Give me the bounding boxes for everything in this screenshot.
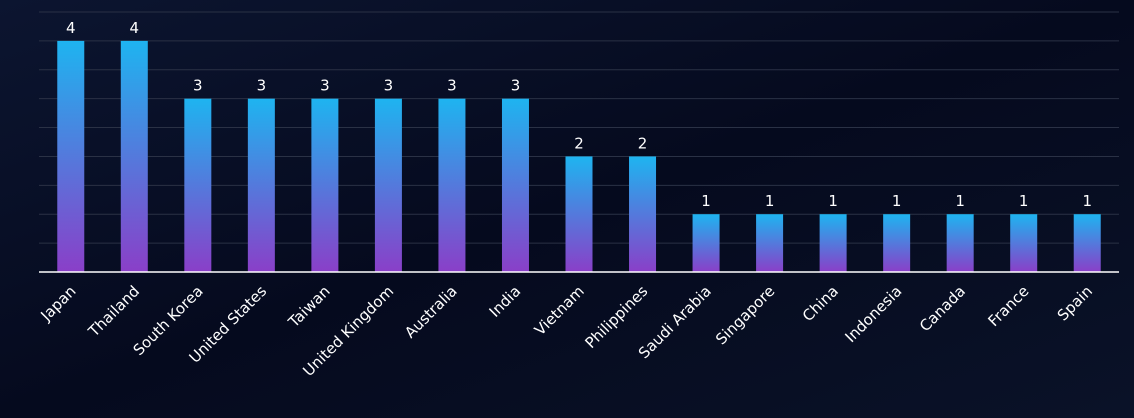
- bar: [883, 214, 911, 272]
- bar: [692, 214, 720, 272]
- value-label: 3: [511, 77, 521, 95]
- value-label: 1: [765, 192, 775, 210]
- bar: [120, 40, 148, 273]
- value-label: 1: [1019, 192, 1029, 210]
- value-label: 1: [828, 192, 838, 210]
- value-label: 3: [447, 77, 457, 95]
- bar: [1010, 214, 1038, 272]
- bar: [1073, 214, 1101, 272]
- value-label: 2: [638, 134, 648, 152]
- value-label: 3: [257, 77, 267, 95]
- bar: [629, 156, 657, 272]
- bar: [57, 40, 85, 273]
- bar: [819, 214, 847, 272]
- bar: [756, 214, 784, 272]
- bar: [946, 214, 974, 272]
- value-label: 3: [320, 77, 330, 95]
- bar: [184, 98, 212, 273]
- value-label: 2: [574, 134, 584, 152]
- value-label: 1: [955, 192, 965, 210]
- bar: [565, 156, 593, 272]
- bar: [311, 98, 339, 273]
- value-label: 1: [892, 192, 902, 210]
- value-label: 4: [130, 19, 140, 37]
- bar: [501, 98, 529, 273]
- value-label: 1: [1082, 192, 1092, 210]
- value-label: 1: [701, 192, 711, 210]
- bar: [374, 98, 402, 273]
- value-label: 3: [193, 77, 203, 95]
- value-label: 3: [384, 77, 394, 95]
- value-label: 4: [66, 19, 76, 37]
- bar: [438, 98, 466, 273]
- bar: [247, 98, 275, 273]
